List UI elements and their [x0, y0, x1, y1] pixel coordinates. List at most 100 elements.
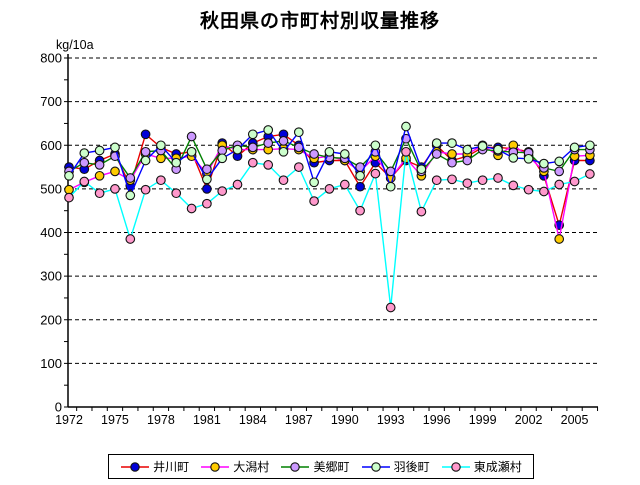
- data-point-ugo-2001: [508, 153, 519, 163]
- x-tick-label-2005: 2005: [561, 413, 589, 427]
- data-point-higashinaruse-1992: [370, 168, 381, 179]
- data-point-ugo-1984: [247, 129, 258, 140]
- data-point-ugo-1981: [202, 174, 212, 185]
- data-point-ugo-1978: [156, 140, 166, 151]
- data-point-ugo-1974: [94, 145, 105, 156]
- series-ugo: [64, 121, 595, 201]
- data-point-ugo-1983: [232, 144, 243, 155]
- data-point-higashinaruse-1986: [278, 175, 289, 186]
- legend-label-ugo: 羽後町: [393, 460, 430, 474]
- data-point-ugo-1977: [140, 155, 151, 166]
- legend-item-ikawa: 井川町: [120, 458, 189, 475]
- data-point-misato-1981: [202, 164, 212, 175]
- data-point-higashinaruse-1979: [171, 188, 182, 199]
- data-point-higashinaruse-2003: [539, 186, 549, 197]
- y-axis-unit-label: kg/10a: [56, 38, 94, 52]
- legend-item-misato: 美郷町: [280, 458, 349, 475]
- data-point-ugo-1982: [217, 153, 228, 164]
- data-point-higashinaruse-1991: [355, 205, 365, 216]
- series-line-higashinaruse: [68, 151, 591, 308]
- data-point-higashinaruse-1984: [247, 157, 258, 168]
- legend-label-ogata: 大潟村: [233, 460, 270, 474]
- data-point-ugo-1993: [385, 181, 396, 192]
- data-point-misato-1998: [462, 155, 473, 166]
- data-point-misato-1974: [94, 160, 105, 170]
- data-point-misato-1997: [447, 157, 457, 168]
- legend-key-icon-ikawa: [121, 461, 150, 472]
- y-tick-label-300: 300: [40, 269, 62, 284]
- chart-title: 秋田県の市町村別収量推移: [199, 11, 440, 32]
- chart-legend: 井川町 大潟村 美郷町 羽後町 東成瀬村: [108, 454, 534, 479]
- data-point-ikawa-1977: [140, 129, 151, 140]
- data-point-higashinaruse-2006: [585, 169, 595, 179]
- data-point-ugo-1994: [401, 121, 411, 132]
- data-point-higashinaruse-1985: [263, 160, 274, 170]
- y-tick-label-100: 100: [40, 356, 62, 371]
- x-tick-label-2002: 2002: [515, 413, 543, 427]
- data-point-higashinaruse-1980: [186, 203, 197, 214]
- legend-item-ugo: 羽後町: [361, 458, 430, 475]
- y-tick-label-500: 500: [40, 181, 62, 196]
- data-point-misato-1988: [309, 149, 319, 159]
- data-point-ugo-1976: [125, 190, 136, 201]
- data-point-higashinaruse-1975: [110, 184, 120, 194]
- data-point-higashinaruse-1988: [309, 196, 319, 206]
- y-tick-label-200: 200: [40, 312, 62, 327]
- data-point-ogata-1974: [94, 170, 105, 181]
- data-point-misato-1976: [125, 173, 136, 183]
- x-tick-label-1993: 1993: [377, 413, 405, 427]
- data-point-ugo-1985: [263, 125, 274, 135]
- data-point-ugo-1973: [79, 148, 90, 158]
- data-point-higashinaruse-1976: [125, 234, 136, 244]
- data-point-ugo-1997: [447, 138, 457, 148]
- y-tick-label-600: 600: [40, 138, 62, 153]
- legend-key-icon-higashinaruse: [441, 461, 470, 472]
- data-point-ugo-2002: [523, 153, 534, 164]
- data-point-higashinaruse-1993: [385, 302, 396, 313]
- data-point-ogata-1972: [64, 184, 74, 195]
- data-point-higashinaruse-1989: [324, 184, 335, 194]
- legend-key-icon-ogata: [201, 461, 230, 472]
- data-point-higashinaruse-2000: [493, 173, 503, 183]
- data-point-ugo-1992: [370, 140, 381, 151]
- x-tick-label-1984: 1984: [239, 413, 267, 427]
- data-point-higashinaruse-1977: [140, 184, 151, 195]
- data-point-higashinaruse-1978: [156, 175, 166, 186]
- x-tick-labels: 1972 1975 1978 1981 1984 1987 1990 1993 1996 1999…: [55, 407, 599, 427]
- data-point-ugo-2003: [539, 158, 549, 169]
- data-point-ogata-1975: [110, 166, 120, 177]
- y-tick-label-0: 0: [55, 400, 62, 415]
- data-point-ugo-2000: [493, 144, 503, 155]
- data-point-misato-1973: [79, 157, 90, 168]
- data-point-higashinaruse-1972: [64, 192, 74, 203]
- data-point-higashinaruse-1982: [217, 186, 228, 196]
- data-point-misato-1984: [247, 142, 258, 153]
- y-tick-label-800: 800: [40, 51, 62, 66]
- x-tick-label-1987: 1987: [285, 413, 313, 427]
- data-point-higashinaruse-1973: [79, 176, 90, 187]
- data-point-ugo-2005: [569, 142, 580, 153]
- data-point-ikawa-1981: [202, 184, 212, 194]
- data-point-ugo-1995: [416, 164, 427, 175]
- x-tick-label-1975: 1975: [101, 413, 129, 427]
- x-tick-label-1999: 1999: [469, 413, 497, 427]
- data-point-ugo-1980: [186, 146, 197, 157]
- data-point-higashinaruse-1974: [94, 188, 105, 199]
- y-tick-labels: 0 100 200 300 400 500 600 700 800: [40, 51, 68, 415]
- data-point-misato-1986: [278, 136, 289, 146]
- x-tick-label-1978: 1978: [147, 413, 175, 427]
- legend-item-ogata: 大潟村: [200, 458, 269, 475]
- legend-label-misato: 美郷町: [313, 460, 350, 474]
- data-point-ugo-1972: [64, 170, 74, 181]
- data-point-ugo-1986: [278, 146, 289, 157]
- data-point-ugo-1999: [477, 141, 488, 151]
- data-point-higashinaruse-1990: [339, 179, 350, 190]
- series-higashinaruse: [64, 146, 595, 313]
- legend-key-icon-misato: [281, 461, 310, 472]
- data-point-ugo-1975: [110, 142, 120, 153]
- data-point-ogata-2004: [554, 234, 565, 244]
- gridlines: [68, 57, 598, 364]
- data-point-ugo-2006: [585, 140, 595, 151]
